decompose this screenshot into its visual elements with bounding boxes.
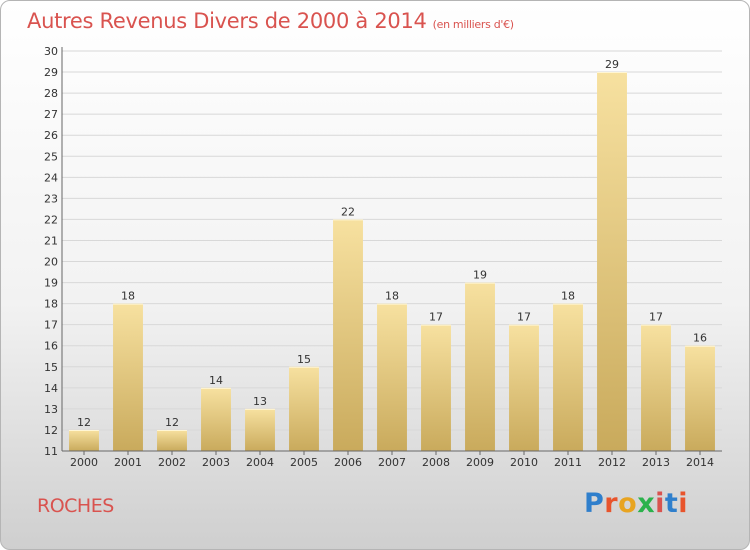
logo-letter: i — [655, 488, 665, 519]
x-tick-label: 2011 — [554, 456, 582, 469]
axes — [61, 47, 722, 455]
x-tick-label: 2014 — [686, 456, 714, 469]
data-label: 17 — [649, 311, 663, 324]
y-tick-label: 28 — [44, 87, 58, 100]
labels: 11 12 13 14 15 16 17 18 19 20 21 22 23 24 25 26 27 28 29 30… — [44, 45, 714, 469]
y-tick-label: 17 — [44, 319, 58, 332]
y-tick-label: 14 — [44, 382, 58, 395]
data-label: 17 — [517, 311, 531, 324]
data-label: 22 — [341, 205, 355, 218]
bar — [377, 303, 407, 451]
y-tick-label: 24 — [44, 171, 58, 184]
y-tick-label: 22 — [44, 213, 58, 226]
commune-name: ROCHES — [37, 495, 114, 517]
data-label: 18 — [561, 290, 575, 303]
y-tick-label: 16 — [44, 340, 58, 353]
bar — [597, 72, 627, 451]
data-label: 18 — [385, 290, 399, 303]
bar — [157, 429, 187, 451]
x-tick-label: 2008 — [422, 456, 450, 469]
bar — [201, 387, 231, 451]
bar — [113, 303, 143, 451]
y-tick-label: 12 — [44, 424, 58, 437]
x-tick-label: 2005 — [290, 456, 318, 469]
logo-letter: P — [584, 488, 605, 519]
y-tick-label: 11 — [44, 445, 58, 458]
bar — [69, 429, 99, 451]
data-label: 17 — [429, 311, 443, 324]
x-tick-label: 2007 — [378, 456, 406, 469]
y-tick-label: 13 — [44, 403, 58, 416]
x-tick-label: 2009 — [466, 456, 494, 469]
y-tick-label: 21 — [44, 234, 58, 247]
x-tick-label: 2001 — [114, 456, 142, 469]
x-tick-label: 2013 — [642, 456, 670, 469]
data-label: 14 — [209, 374, 223, 387]
x-tick-label: 2012 — [598, 456, 626, 469]
data-label: 16 — [693, 332, 707, 345]
x-tick-label: 2003 — [202, 456, 230, 469]
bar — [641, 324, 671, 451]
bar — [553, 303, 583, 451]
bar — [509, 324, 539, 451]
bar — [421, 324, 451, 451]
data-label: 12 — [165, 416, 179, 429]
data-label: 15 — [297, 353, 311, 366]
data-label: 13 — [253, 395, 267, 408]
y-tick-label: 29 — [44, 66, 58, 79]
data-label: 18 — [121, 290, 135, 303]
y-tick-label: 19 — [44, 277, 58, 290]
chart-title: Autres Revenus Divers de 2000 à 2014 (en … — [27, 9, 514, 33]
proxiti-logo[interactable]: Proxiti — [584, 488, 688, 519]
y-tick-label: 15 — [44, 361, 58, 374]
y-tick-label: 18 — [44, 298, 58, 311]
y-tick-label: 30 — [44, 45, 58, 58]
logo-letter: o — [618, 488, 638, 519]
logo-letter: i — [678, 488, 689, 519]
bar — [289, 366, 319, 451]
data-label: 29 — [605, 58, 619, 71]
x-tick-label: 2004 — [246, 456, 274, 469]
title-text: Autres Revenus Divers de 2000 à 2014 — [27, 9, 427, 33]
x-tick-label: 2006 — [334, 456, 362, 469]
x-tick-label: 2002 — [158, 456, 186, 469]
data-label: 12 — [77, 416, 91, 429]
x-tick-label: 2010 — [510, 456, 538, 469]
data-label: 19 — [473, 269, 487, 282]
bars — [69, 72, 715, 451]
y-tick-label: 27 — [44, 108, 58, 121]
y-tick-label: 23 — [44, 192, 58, 205]
logo-letter: x — [637, 488, 656, 519]
logo-letter: r — [604, 488, 619, 519]
bar — [245, 408, 275, 451]
y-tick-label: 26 — [44, 129, 58, 142]
y-tick-label: 25 — [44, 150, 58, 163]
bar — [685, 345, 715, 451]
x-tick-label: 2000 — [70, 456, 98, 469]
logo-letter: t — [664, 488, 679, 519]
y-tick-label: 20 — [44, 256, 58, 269]
title-unit: (en milliers d'€) — [432, 18, 514, 31]
bar — [465, 282, 495, 451]
bar — [333, 219, 363, 451]
